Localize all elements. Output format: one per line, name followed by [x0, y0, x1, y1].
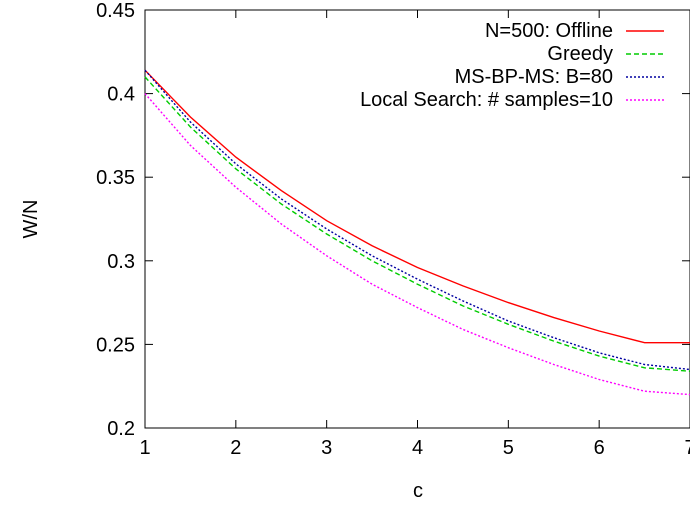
y-tick-label: 0.35: [96, 167, 135, 189]
x-axis-label: c: [413, 480, 423, 502]
y-tick-label: 0.2: [107, 418, 135, 440]
legend-label: Local Search: # samples=10: [360, 89, 613, 111]
y-axis-label: W/N: [20, 200, 42, 239]
axis-ticks: 1 2 3 4 5 6 7 0.2 0.25 0.3 0.35 0.4 0.45: [96, 0, 690, 459]
y-tick-label: 0.25: [96, 334, 135, 356]
x-tick-label: 4: [412, 437, 423, 459]
series-line-3: [144, 69, 690, 371]
y-tick-label: 0.4: [107, 84, 135, 106]
x-tick-label: 7: [684, 437, 690, 459]
legend-label: N=500: Offline: [485, 20, 613, 42]
x-tick-label: 5: [503, 437, 514, 459]
legend-label: Greedy: [547, 43, 613, 65]
y-tick-label: 0.3: [107, 251, 135, 273]
x-tick-label: 1: [139, 437, 150, 459]
y-tick-label: 0.45: [96, 0, 135, 22]
series-line-1: [144, 69, 690, 344]
x-tick-label: 6: [594, 437, 605, 459]
legend-label: MS-BP-MS: B=80: [455, 66, 613, 88]
x-tick-label: 2: [230, 437, 241, 459]
series-line-2: [144, 76, 690, 372]
series-line-4: [144, 93, 690, 396]
x-tick-label: 3: [321, 437, 332, 459]
series-group: [144, 69, 690, 396]
